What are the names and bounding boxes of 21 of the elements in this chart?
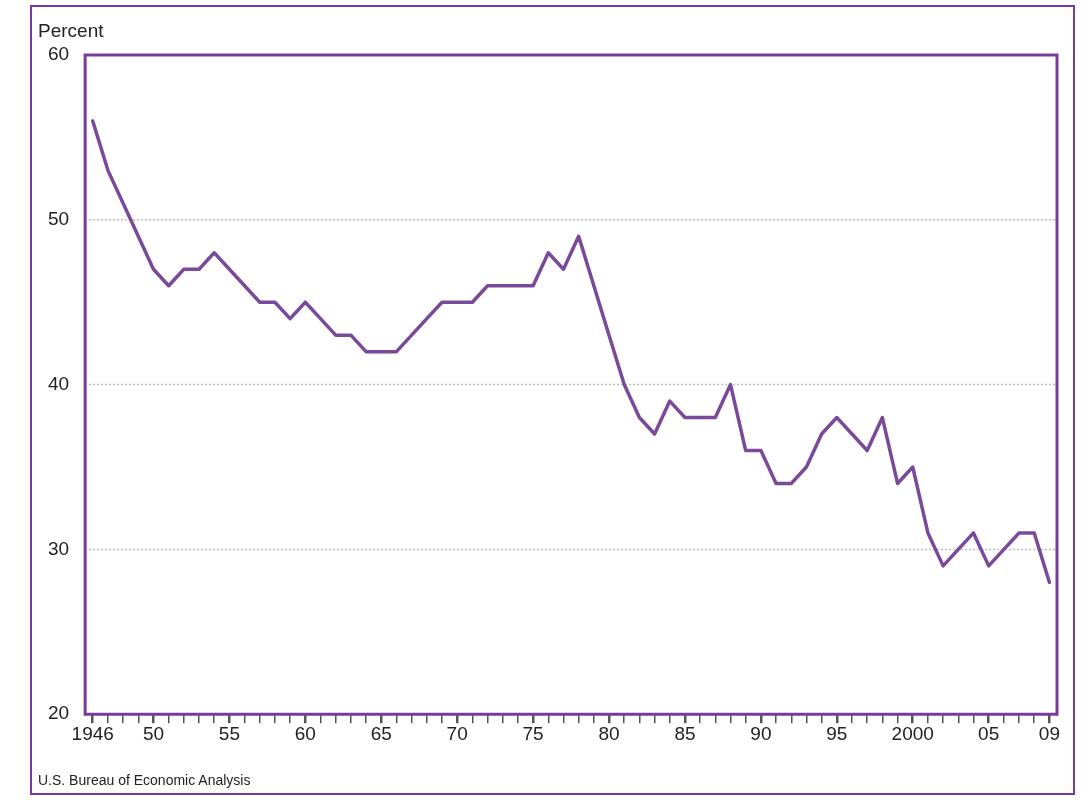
x-tick-label: 90	[750, 722, 772, 744]
x-tick-label: 65	[370, 722, 392, 744]
x-tick-label: 1946	[71, 722, 114, 744]
x-tick-label: 80	[598, 722, 620, 744]
x-tick-label: 50	[142, 722, 165, 744]
x-tick-label: 95	[826, 722, 848, 744]
x-tick-label: 2000	[891, 722, 934, 744]
x-tick-label: 75	[522, 722, 544, 744]
x-tick-label: 09	[1038, 722, 1060, 744]
y-tick-label: 50	[47, 208, 70, 230]
text: U.S. Bureau of Economic Analysis	[38, 772, 251, 788]
x-tick-label: 85	[674, 722, 696, 744]
x-tick-label: 05	[978, 722, 1000, 744]
y-tick-label: 20	[47, 702, 70, 724]
x-tick-label: 70	[446, 722, 468, 744]
y-tick-label: 40	[47, 372, 70, 394]
x-tick-label: 55	[218, 722, 240, 744]
y-tick-label: 60	[47, 43, 70, 65]
y-axis-title: Percent	[38, 20, 104, 42]
x-tick-label: 60	[294, 722, 316, 744]
y-tick-label: 30	[47, 537, 70, 559]
